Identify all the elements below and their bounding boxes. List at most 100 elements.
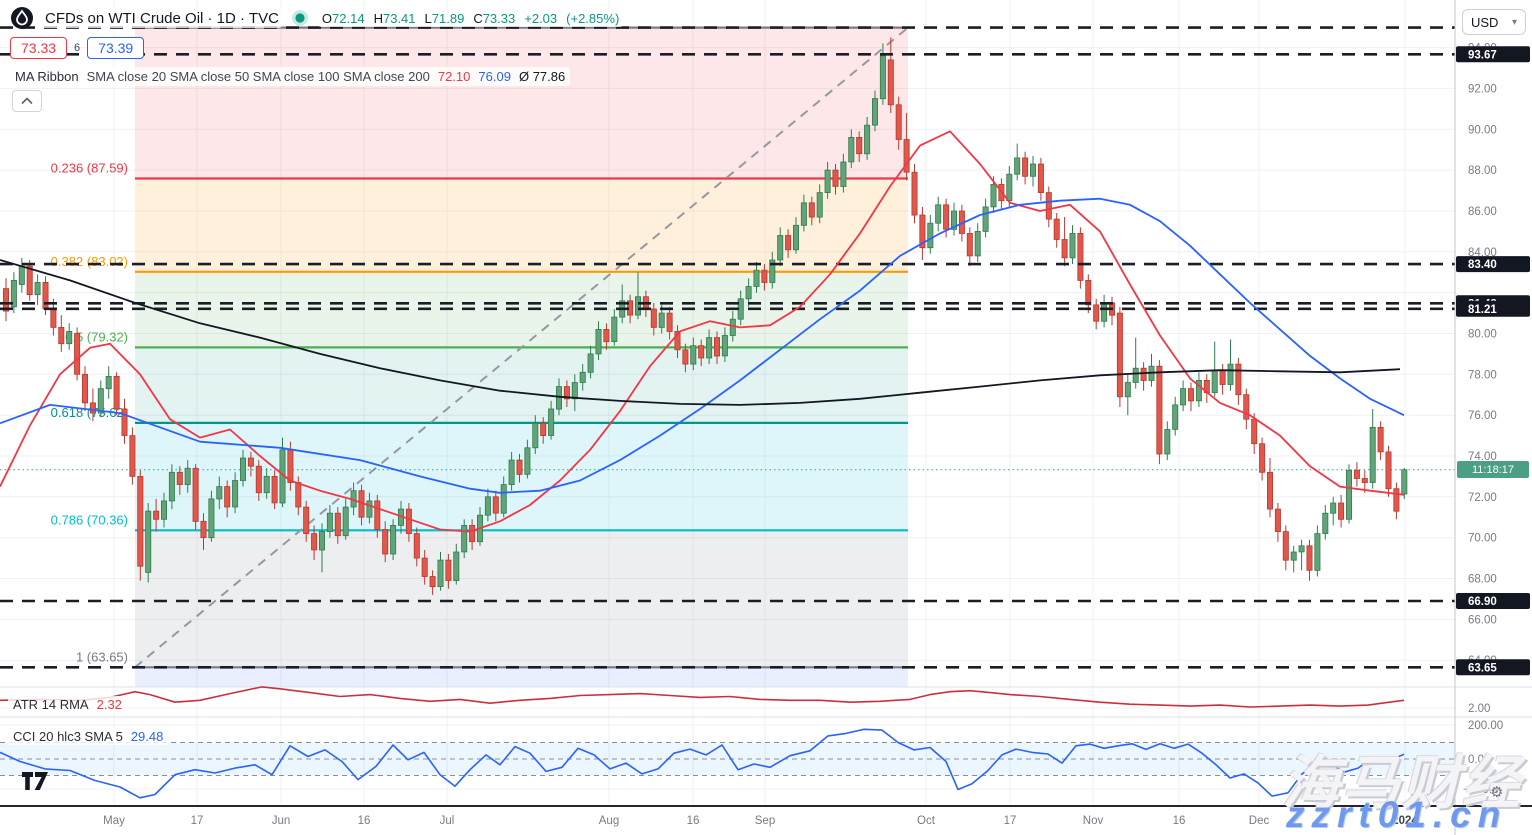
svg-text:80.00: 80.00 <box>1468 329 1497 341</box>
candle-body <box>1377 426 1384 453</box>
fib-retracement-zones: 0.236 (87.59) 0.382 (83.02) 0.5 (79.32) 0.6… <box>51 26 908 687</box>
cci-legend[interactable]: CCI 20 hlc3 SMA 5 29.48 <box>8 728 169 745</box>
candle-body <box>690 345 697 365</box>
candle-body <box>247 457 254 467</box>
candle-body <box>800 202 807 226</box>
atr-value: 2.32 <box>96 697 122 712</box>
ma-line <box>0 130 1405 533</box>
candle-body <box>105 375 112 390</box>
candle-body <box>484 496 491 516</box>
candle-body <box>224 486 231 508</box>
candle-body <box>595 328 602 355</box>
trend-line[interactable] <box>134 26 909 669</box>
gear-icon[interactable]: ⚙ <box>1490 784 1504 801</box>
candle-body <box>1172 404 1179 430</box>
candle-body <box>816 192 823 218</box>
candle-body <box>137 475 144 567</box>
change-pct-value: (+2.85%) <box>566 10 620 26</box>
candle-body <box>1290 551 1297 561</box>
market-status-icon <box>291 10 308 26</box>
candle-body <box>1053 218 1060 240</box>
candle-body <box>121 408 128 436</box>
key-level-lines[interactable] <box>0 26 1455 669</box>
candle-body <box>89 402 96 414</box>
candle-body <box>1314 533 1321 571</box>
time-axis[interactable]: May 17 Jun 16 Jul Aug 16 Sep Oct 17 Nov 16 Dec 2024 <box>103 815 1418 827</box>
svg-text:17: 17 <box>191 815 204 827</box>
svg-text:83.40: 83.40 <box>1468 259 1497 271</box>
candle-body <box>706 337 713 359</box>
svg-text:Jul: Jul <box>440 815 455 827</box>
svg-text:70.00: 70.00 <box>1468 533 1497 545</box>
candle-body <box>1369 426 1376 483</box>
candle-body <box>777 235 784 261</box>
svg-text:78.00: 78.00 <box>1468 369 1497 381</box>
fib-level-label: 0.786 (70.36) <box>51 512 128 527</box>
candle-body <box>603 328 610 343</box>
candle-body <box>1022 157 1029 177</box>
chevron-down-icon: ▾ <box>1511 16 1517 28</box>
candle-body <box>848 136 855 163</box>
candle-body <box>1156 365 1163 455</box>
svg-text:2024: 2024 <box>1392 815 1418 827</box>
candle-body <box>145 510 152 573</box>
svg-text:16: 16 <box>358 815 371 827</box>
collapse-legend-button[interactable] <box>12 90 42 112</box>
spread-value: 6 <box>74 42 81 54</box>
currency-selector[interactable]: USD ▾ <box>1462 9 1526 35</box>
candle-body <box>1267 471 1274 510</box>
ma-average-value: 77.86 <box>532 68 566 84</box>
candle-body <box>824 169 831 194</box>
atr-line <box>0 686 1405 708</box>
candle-body <box>461 525 468 553</box>
candle-body <box>1037 163 1044 194</box>
candle-body <box>1195 379 1202 402</box>
candle-body <box>500 484 507 514</box>
candle-body <box>714 337 721 357</box>
candle-body <box>1282 531 1289 561</box>
svg-text:17: 17 <box>1004 815 1017 827</box>
candle-body <box>168 471 175 502</box>
candle-body <box>903 139 910 173</box>
candle-body <box>974 230 981 257</box>
price-level-badge <box>1456 593 1530 609</box>
bar-countdown-badge: 11:18:17 <box>1457 461 1529 478</box>
candle-body <box>42 281 49 310</box>
buy-ask-button[interactable]: 73.39 <box>87 37 145 59</box>
candle-body <box>469 525 476 543</box>
ohlc-values: O72.14 H73.41 L71.89 C73.33 +2.03 (+2.85… <box>317 9 624 27</box>
price-axis[interactable]: 94.0092.0090.0088.0086.0084.0080.0078.00… <box>1456 43 1530 796</box>
candle-body <box>919 214 926 249</box>
svg-text:63.65: 63.65 <box>1468 662 1497 674</box>
candle-body <box>34 281 41 296</box>
candle-body <box>1393 488 1400 512</box>
atr-legend[interactable]: ATR 14 RMA 2.32 <box>8 696 127 713</box>
ma-ribbon-legend[interactable]: MA Ribbon SMA close 20 SMA close 50 SMA … <box>10 66 571 86</box>
candle-body <box>1140 367 1147 381</box>
candle-body <box>1124 382 1131 398</box>
svg-text:76.00: 76.00 <box>1468 410 1497 422</box>
sell-bid-button[interactable]: 73.33 <box>10 37 68 59</box>
candle-body <box>556 386 563 410</box>
candle-body <box>405 508 412 535</box>
cci-name: CCI 20 hlc3 SMA 5 <box>13 729 123 744</box>
candle-body <box>1330 502 1337 514</box>
candle-body <box>1211 369 1218 394</box>
candle-body <box>1132 367 1139 383</box>
symbol-title[interactable]: CFDs on WTI Crude Oil · 1D · TVC <box>42 8 282 28</box>
candle-body <box>18 265 25 285</box>
candle-body <box>239 457 246 481</box>
candle-body <box>216 486 223 500</box>
tradingview-logo-icon[interactable] <box>22 772 52 792</box>
svg-text:Nov: Nov <box>1083 815 1104 827</box>
candle-body <box>390 525 397 555</box>
svg-text:66.00: 66.00 <box>1468 614 1497 626</box>
moving-average-lines <box>0 130 1405 533</box>
candle-body <box>982 206 989 232</box>
candle-body <box>951 210 958 230</box>
candle-body <box>1077 232 1084 281</box>
candle-body <box>895 104 902 140</box>
candle-body <box>1093 304 1100 322</box>
